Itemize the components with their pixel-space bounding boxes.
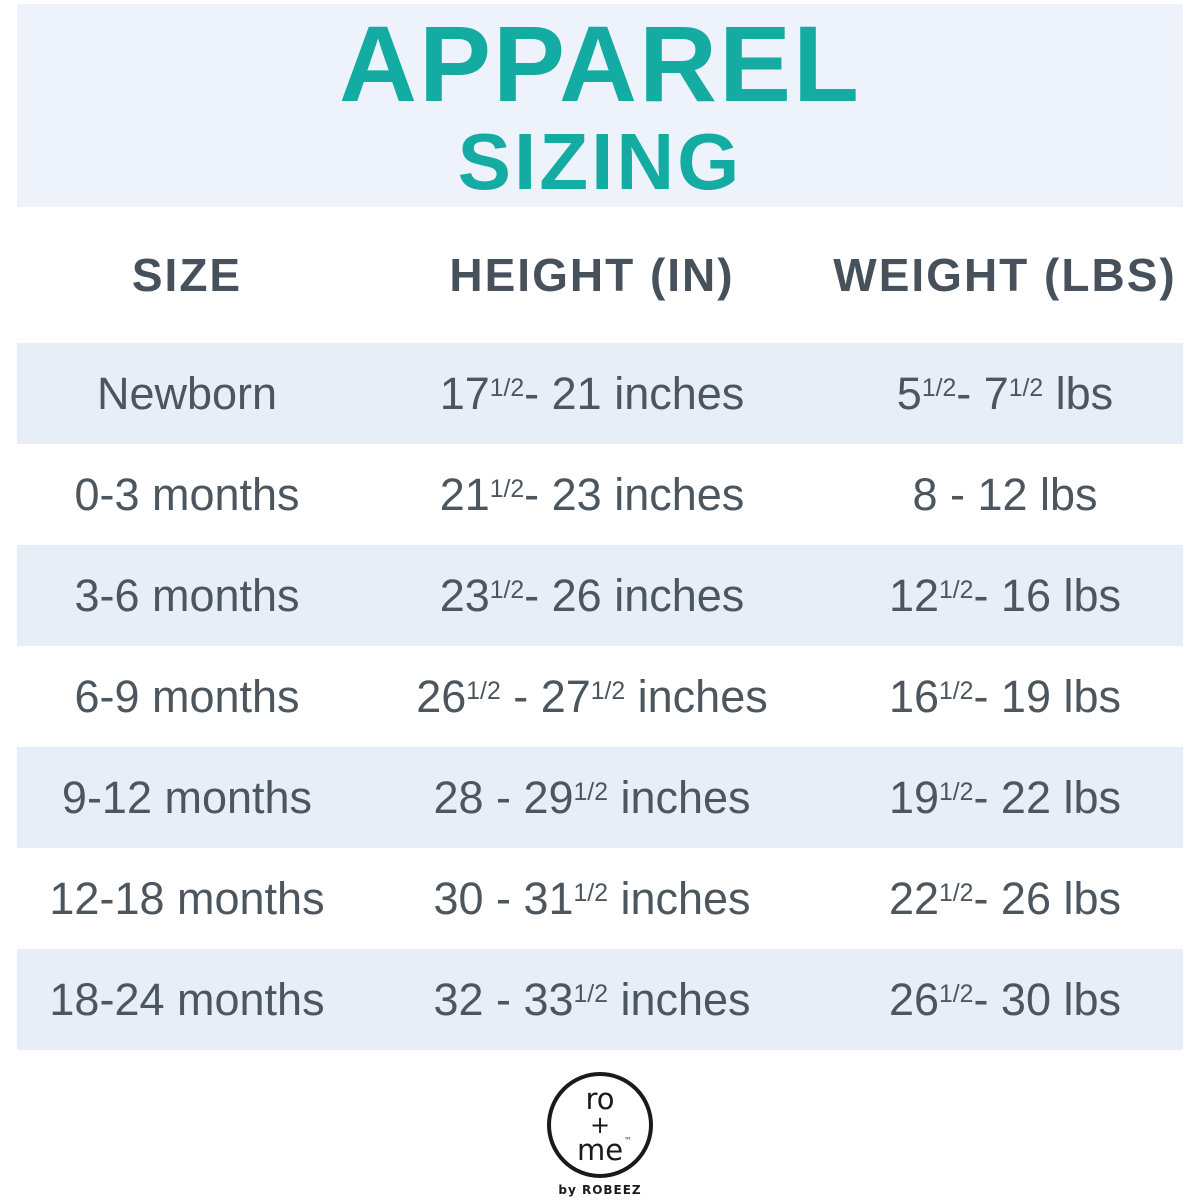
weight-cell: 261/2- 30 lbs xyxy=(888,973,1122,1025)
page-title: APPAREL xyxy=(338,2,862,124)
page-root: APPAREL SIZING SIZE HEIGHT (IN) WEIGHT (… xyxy=(0,4,1200,1204)
half-fraction: 1/2 xyxy=(489,375,525,403)
half-fraction: 1/2 xyxy=(1008,375,1044,403)
half-fraction: 1/2 xyxy=(939,779,974,807)
half-fraction: 1/2 xyxy=(939,981,974,1009)
trademark-mark: ™ xyxy=(624,1136,633,1145)
height-cell: 261/2 - 271/2 inches xyxy=(416,670,768,722)
half-fraction: 1/2 xyxy=(590,678,626,706)
size-cell: 3-6 months xyxy=(74,569,300,621)
size-cell: 18-24 months xyxy=(49,973,325,1025)
half-fraction: 1/2 xyxy=(939,577,974,605)
height-cell: 32 - 331/2 inches xyxy=(433,973,751,1025)
table-body: Newborn 171/2- 21 inches 51/2- 71/2 lbs 0-3… xyxy=(17,343,1183,1050)
title-banner: APPAREL SIZING xyxy=(17,4,1183,207)
logo-plus-icon: + xyxy=(589,1111,611,1139)
size-cell: 0-3 months xyxy=(74,468,300,520)
half-fraction: 1/2 xyxy=(489,577,525,605)
size-cell: 12-18 months xyxy=(49,872,325,924)
table-row: 18-24 months 32 - 331/2 inches 261/2- 30 l… xyxy=(17,949,1183,1050)
logo-text-me: me ™ xyxy=(577,1136,632,1165)
half-fraction: 1/2 xyxy=(921,375,957,403)
half-fraction: 1/2 xyxy=(489,476,525,504)
height-cell: 30 - 311/2 inches xyxy=(433,872,751,924)
half-fraction: 1/2 xyxy=(466,678,501,706)
brand-logo: ro + me ™ xyxy=(547,1072,653,1178)
weight-cell: 161/2- 19 lbs xyxy=(888,670,1122,722)
table-row: 9-12 months 28 - 291/2 inches 191/2- 22 lb… xyxy=(17,747,1183,848)
weight-cell: 51/2- 71/2 lbs xyxy=(896,367,1114,419)
size-cell: 9-12 months xyxy=(61,771,313,823)
column-header-size: SIZE xyxy=(131,249,243,301)
half-fraction: 1/2 xyxy=(939,880,974,908)
half-fraction: 1/2 xyxy=(573,880,608,908)
half-fraction: 1/2 xyxy=(573,779,608,807)
weight-cell: 221/2- 26 lbs xyxy=(888,872,1122,924)
column-header-weight: WEIGHT (LBS) xyxy=(833,249,1177,301)
weight-cell: 8 - 12 lbs xyxy=(912,468,1098,520)
size-cell: Newborn xyxy=(96,367,278,419)
brand-footer: ro + me ™ by ROBEEZ xyxy=(0,1050,1200,1197)
height-cell: 211/2- 23 inches xyxy=(439,468,745,520)
table-header-row: SIZE HEIGHT (IN) WEIGHT (LBS) xyxy=(17,207,1183,343)
page-subtitle: SIZING xyxy=(457,116,743,206)
logo-text-me-label: me xyxy=(576,1133,624,1167)
logo-text-ro: ro xyxy=(585,1082,615,1117)
weight-cell: 191/2- 22 lbs xyxy=(888,771,1122,823)
brand-tagline: by ROBEEZ xyxy=(558,1183,642,1197)
weight-cell: 121/2- 16 lbs xyxy=(888,569,1122,621)
height-cell: 171/2- 21 inches xyxy=(439,367,745,419)
column-header-height: HEIGHT (IN) xyxy=(449,249,735,301)
table-row: 12-18 months 30 - 311/2 inches 221/2- 26 l… xyxy=(17,848,1183,949)
table-row: 3-6 months 231/2- 26 inches 121/2- 16 lbs xyxy=(17,545,1183,646)
height-cell: 28 - 291/2 inches xyxy=(433,771,751,823)
half-fraction: 1/2 xyxy=(573,981,608,1009)
table-row: Newborn 171/2- 21 inches 51/2- 71/2 lbs xyxy=(17,343,1183,444)
table-row: 0-3 months 211/2- 23 inches 8 - 12 lbs xyxy=(17,444,1183,545)
size-cell: 6-9 months xyxy=(74,670,300,722)
height-cell: 231/2- 26 inches xyxy=(439,569,745,621)
sizing-table: SIZE HEIGHT (IN) WEIGHT (LBS) Newborn 171… xyxy=(0,207,1200,1050)
half-fraction: 1/2 xyxy=(939,678,974,706)
table-row: 6-9 months 261/2 - 271/2 inches 161/2- 19 … xyxy=(17,646,1183,747)
